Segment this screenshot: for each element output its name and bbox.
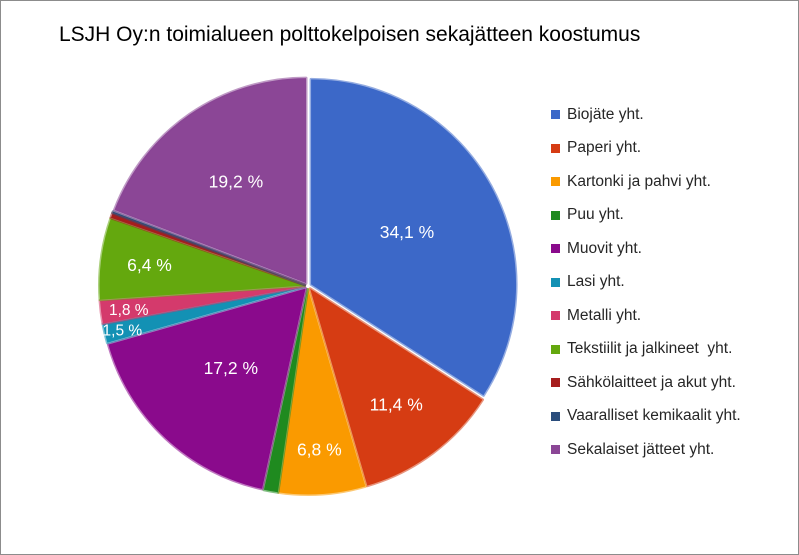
legend: Biojäte yht. Paperi yht. Kartonki ja pahvi… — [551, 98, 741, 467]
data-label-biojate-yht: 34,1 % — [380, 222, 434, 242]
legend-item-tekstiilit-ja-jalkineet-yht: Tekstiilit ja jalkineet yht. — [551, 333, 741, 367]
legend-item-paperi-yht: Paperi yht. — [551, 132, 741, 166]
legend-label: Lasi yht. — [567, 273, 625, 291]
legend-item-kartonki-ja-pahvi-yht: Kartonki ja pahvi yht. — [551, 165, 741, 199]
legend-swatch — [551, 177, 560, 187]
legend-item-metalli-yht: Metalli yht. — [551, 299, 741, 333]
data-label-lasi-yht: 1,5 % — [103, 323, 143, 340]
pie-slice-puu-yht — [262, 287, 309, 494]
legend-item-vaaralliset-kemikaalit-yht: Vaaralliset kemikaalit yht. — [551, 400, 741, 434]
legend-swatch — [551, 244, 560, 254]
legend-swatch — [551, 445, 560, 455]
legend-swatch — [551, 277, 560, 287]
legend-swatch — [551, 411, 560, 421]
legend-label: Metalli yht. — [567, 306, 642, 324]
pie-slice-vaaralliset-kemikaalit-yht — [111, 210, 307, 287]
pie-slice-paperi-yht — [308, 287, 484, 488]
legend-label: Tekstiilit ja jalkineet yht. — [567, 340, 733, 358]
data-label-paperi-yht: 11,4 % — [370, 394, 423, 414]
data-label-kartonki-ja-pahvi-yht: 6,8 % — [297, 440, 342, 460]
legend-swatch — [551, 378, 560, 388]
legend-item-muovit-yht: Muovit yht. — [551, 232, 741, 266]
data-label-muovit-yht: 17,2 % — [204, 358, 258, 378]
legend-swatch — [551, 344, 560, 354]
legend-item-sahkolaitteet-ja-akut-yht: Sähkölaitteet ja akut yht. — [551, 366, 741, 400]
legend-swatch — [551, 311, 560, 321]
chart-title: LSJH Oy:n toimialueen polttokelpoisen se… — [59, 23, 641, 46]
legend-item-lasi-yht: Lasi yht. — [551, 266, 741, 300]
legend-item-biojate-yht: Biojäte yht. — [551, 98, 741, 132]
pie-slice-sekalaiset-jatteet-yht — [112, 76, 308, 285]
legend-item-puu-yht: Puu yht. — [551, 199, 741, 233]
legend-label: Puu yht. — [567, 206, 624, 224]
legend-label: Biojäte yht. — [567, 105, 644, 123]
pie-slice-biojate-yht — [309, 77, 518, 397]
legend-swatch — [551, 143, 560, 153]
data-label-sekalaiset-jatteet-yht: 19,2 % — [209, 171, 263, 191]
legend-item-sekalaiset-jatteet-yht: Sekalaiset jätteet yht. — [551, 433, 741, 467]
legend-label: Sekalaiset jätteet yht. — [567, 440, 715, 458]
legend-label: Paperi yht. — [567, 139, 642, 157]
legend-swatch — [551, 210, 560, 220]
legend-label: Muovit yht. — [567, 239, 642, 257]
pie-slice-muovit-yht — [106, 287, 308, 491]
data-label-metalli-yht: 1,8 % — [109, 302, 149, 319]
data-label-tekstiilit-ja-jalkineet-yht: 6,4 % — [127, 255, 172, 275]
legend-label: Kartonki ja pahvi yht. — [567, 172, 711, 190]
legend-label: Vaaralliset kemikaalit yht. — [567, 407, 741, 425]
legend-label: Sähkölaitteet ja akut yht. — [567, 373, 736, 391]
legend-swatch — [551, 110, 560, 120]
